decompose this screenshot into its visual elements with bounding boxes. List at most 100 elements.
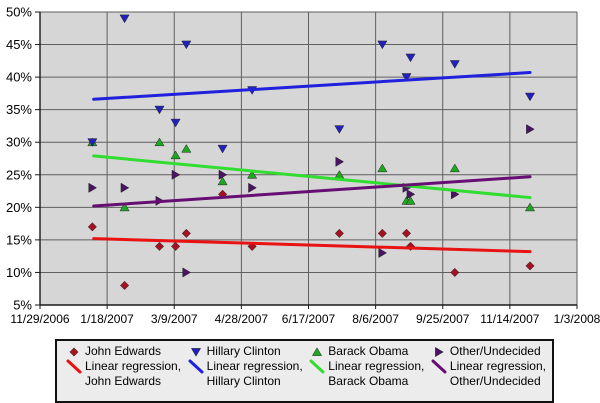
- x-tick-label: 11/29/2006: [10, 312, 69, 326]
- legend-regression-label-line2: John Edwards: [85, 374, 162, 388]
- data-point: [524, 92, 536, 102]
- y-tick-label: 45%: [6, 37, 32, 52]
- data-point: [181, 228, 191, 238]
- legend-col-john-edwards: John Edwards Linear regression, John Edwar…: [65, 344, 181, 399]
- data-point: [217, 144, 228, 154]
- data-point: [449, 163, 460, 173]
- y-tick-label: 30%: [6, 135, 32, 150]
- data-point: [181, 144, 192, 153]
- legend-regression-label-line1: Linear regression,: [328, 359, 425, 373]
- legend-regression-label-line2: Barack Obama: [328, 374, 409, 388]
- series-points-hillary-clinton: [87, 14, 536, 154]
- y-tick-label: 40%: [6, 70, 32, 85]
- trendline-barack-obama: [92, 154, 532, 200]
- regression-line-icon: [65, 359, 83, 374]
- data-point: [182, 267, 192, 278]
- data-point: [120, 182, 130, 193]
- legend-spacer: [65, 374, 83, 389]
- data-point: [525, 261, 535, 271]
- data-point: [154, 137, 165, 147]
- trendline-hillary-clinton: [92, 71, 532, 101]
- data-point: [524, 202, 536, 212]
- data-point: [171, 241, 181, 251]
- data-point: [170, 150, 181, 160]
- data-point: [406, 189, 416, 200]
- data-point: [181, 40, 192, 50]
- x-tick-label: 9/25/2007: [416, 312, 470, 326]
- data-point: [119, 202, 130, 212]
- x-tick-label: 1/18/2007: [80, 312, 134, 326]
- data-point: [449, 60, 460, 69]
- legend-spacer: [187, 374, 205, 389]
- y-tick-label: 25%: [6, 167, 32, 182]
- legend-regression-label-line2: Hillary Clinton: [206, 374, 281, 388]
- legend-series-label: Barack Obama: [328, 344, 409, 358]
- triangle-up-icon: [308, 344, 326, 359]
- series-points-barack-obama: [87, 137, 536, 212]
- data-point: [450, 267, 460, 277]
- legend-col-barack-obama: Barack Obama Linear regression, Barack Oba…: [308, 344, 424, 399]
- legend-regression-label-line1: Linear regression,: [206, 359, 303, 373]
- x-tick-label: 3/9/2007: [151, 312, 198, 326]
- data-point: [405, 196, 416, 205]
- legend-col-other-undecided: Other/Undecided Linear regression, Other/U…: [430, 344, 546, 399]
- data-point: [334, 228, 344, 238]
- data-point: [154, 105, 165, 115]
- triangle-down-icon: [187, 344, 205, 359]
- data-point: [247, 170, 258, 179]
- data-point: [248, 182, 257, 193]
- data-point: [378, 247, 388, 258]
- legend-spacer: [308, 374, 326, 389]
- y-tick-label: 10%: [6, 265, 32, 280]
- data-point: [405, 53, 416, 63]
- triangle-right-icon: [430, 344, 448, 359]
- line-swatch-glyph: [431, 359, 447, 374]
- data-point: [120, 280, 130, 291]
- data-point: [119, 14, 130, 24]
- data-point: [401, 228, 412, 238]
- legend-series-label: John Edwards: [85, 344, 162, 358]
- x-tick-label: 4/28/2007: [215, 312, 269, 326]
- diamond-glyph: [69, 346, 79, 357]
- y-tick-label: 20%: [6, 200, 32, 215]
- data-point: [335, 156, 345, 167]
- regression-line-icon: [430, 359, 448, 374]
- regression-line-icon: [187, 359, 205, 374]
- trendline-john-edwards: [92, 237, 532, 254]
- legend-regression-label-line2: Other/Undecided: [449, 374, 541, 388]
- triangle-up-glyph: [312, 346, 323, 356]
- legend-series-label: Other/Undecided: [449, 344, 541, 358]
- data-point: [88, 182, 98, 193]
- x-tick-label: 6/17/2007: [282, 312, 336, 326]
- data-point: [87, 138, 98, 147]
- legend-regression-label-line1: Linear regression,: [449, 359, 546, 373]
- data-point: [218, 169, 228, 180]
- x-tick-label: 1/3/2008: [554, 312, 600, 326]
- data-point: [377, 163, 388, 173]
- x-tick-label: 11/14/2007: [480, 312, 539, 326]
- line-swatch-glyph: [188, 359, 204, 374]
- data-point: [171, 169, 181, 180]
- y-tick-label: 35%: [6, 102, 32, 117]
- data-point: [87, 222, 97, 232]
- x-tick-label: 8/6/2007: [352, 312, 399, 326]
- data-point: [217, 176, 228, 186]
- data-point: [170, 118, 181, 128]
- legend: John Edwards Linear regression, John Edwar…: [55, 339, 554, 403]
- line-swatch-glyph: [309, 359, 325, 374]
- plot-area: 50% 45% 40% 35% 30% 25% 20% 15% 10% 5%11/29/2006 1…: [6, 5, 600, 327]
- data-point: [154, 241, 165, 251]
- data-point: [401, 73, 412, 82]
- legend-regression-label-line1: Linear regression,: [85, 359, 182, 373]
- triangle-right-glyph: [435, 346, 444, 357]
- data-point: [450, 189, 460, 200]
- y-tick-label: 15%: [6, 232, 32, 247]
- y-tick-label: 5%: [13, 298, 32, 313]
- data-point: [334, 125, 345, 134]
- diamond-icon: [65, 344, 83, 359]
- line-swatch-glyph: [66, 359, 82, 374]
- data-point: [526, 124, 535, 135]
- triangle-down-glyph: [190, 347, 201, 357]
- legend-series-label: Hillary Clinton: [206, 344, 281, 358]
